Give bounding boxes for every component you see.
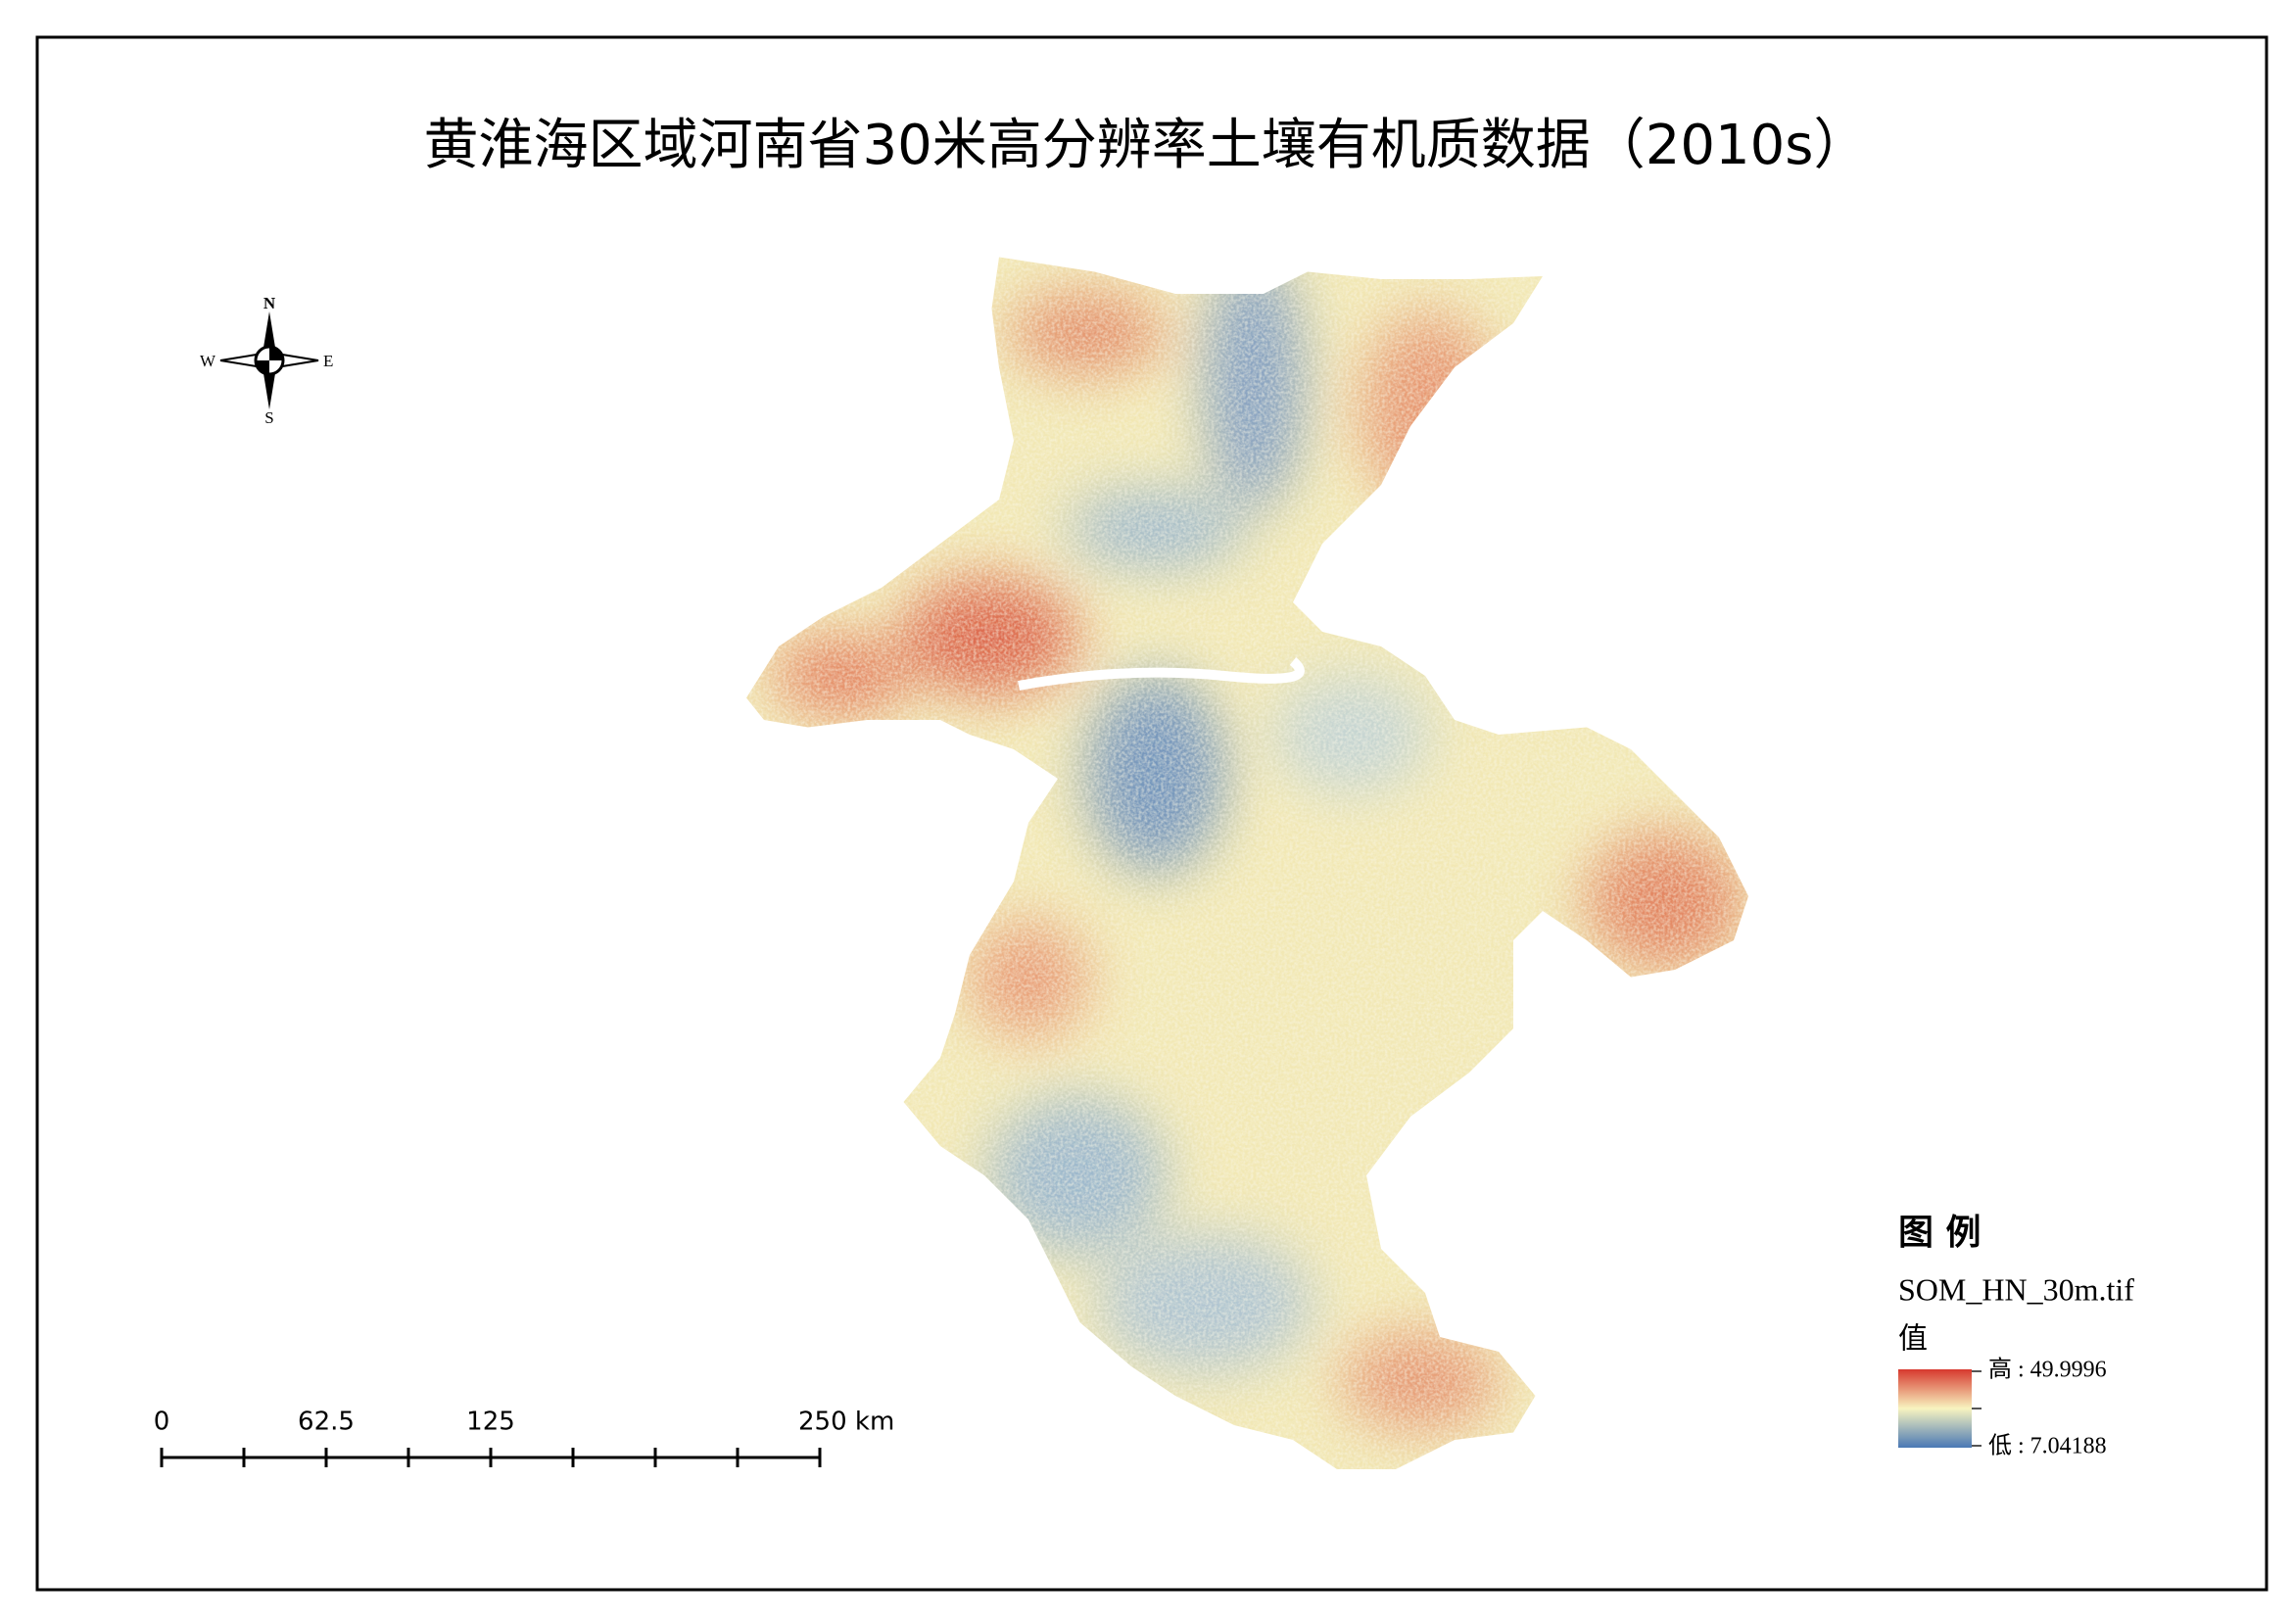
soil-organic-matter-raster	[746, 257, 1748, 1469]
scale-label: 250 km	[798, 1408, 894, 1437]
legend-field: 值	[1898, 1322, 1928, 1357]
compass-s: S	[264, 408, 273, 427]
map-title: 黄淮海区域河南省30米高分辨率土壤有机质数据（2010s）	[424, 114, 1869, 177]
legend: 图 例 SOM_HN_30m.tif 值 高 : 49.9996 低 : 7.0…	[1898, 1213, 2134, 1459]
map-frame	[35, 35, 2268, 1592]
scale-label: 125	[466, 1408, 515, 1437]
legend-ramp	[1898, 1369, 1972, 1448]
compass-e: E	[323, 352, 333, 370]
legend-layer: SOM_HN_30m.tif	[1898, 1271, 2134, 1307]
legend-title: 图 例	[1898, 1213, 1982, 1253]
legend-low: 低 : 7.04188	[1988, 1433, 2107, 1459]
north-arrow: N E S W	[200, 294, 333, 427]
scale-label: 62.5	[298, 1408, 355, 1437]
compass-n: N	[263, 294, 276, 312]
compass-w: W	[200, 352, 216, 370]
scale-label: 0	[154, 1408, 170, 1437]
legend-high: 高 : 49.9996	[1988, 1357, 2107, 1383]
scale-bar: 0 62.5 125 250 km	[154, 1408, 894, 1467]
